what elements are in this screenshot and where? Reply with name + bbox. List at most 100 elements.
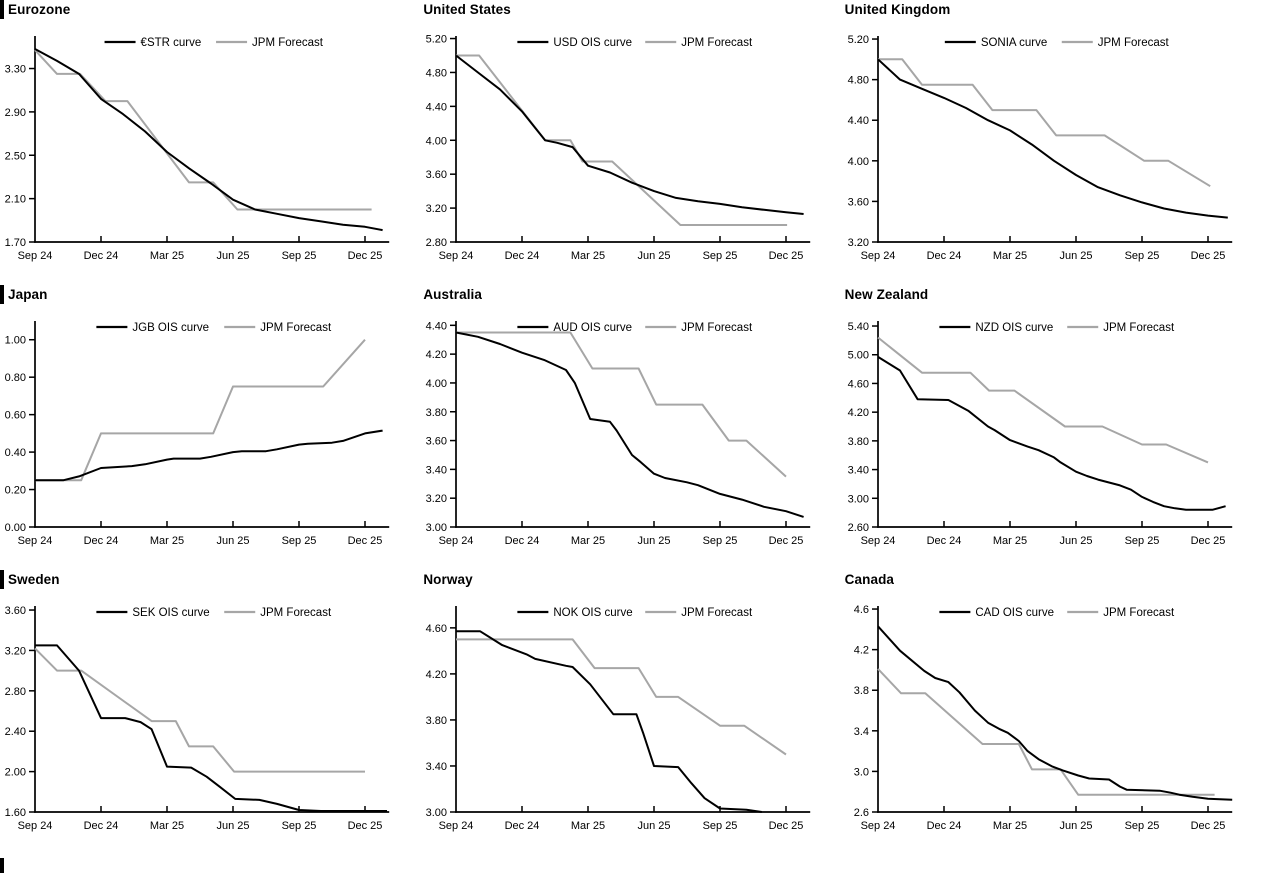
chart-canvas-australia: 3.00 3.20 3.40 3.60 3.80 4.00 4.20 4.40 Sep 24 De… [426,320,811,547]
x-tick-label: Dec 24 [84,820,119,832]
legend-label: JPM Forecast [682,607,754,619]
y-tick-label: 5.20 [847,34,868,46]
y-tick-label: 1.00 [5,335,26,347]
chart-title-row: Japan [0,285,421,307]
y-tick-label: 4.2 [853,645,868,657]
series-line [34,647,365,773]
y-tick-label: 3.20 [426,493,447,505]
x-tick-label: Sep 24 [439,535,474,547]
x-tick-label: Sep 24 [18,250,53,262]
x-tick-label: Jun 25 [1059,820,1092,832]
chart-canvas-canada: 2.6 3.0 3.4 3.8 4.2 4.6 Sep 24 Dec 24 Mar 25 Jun … [853,604,1232,832]
legend-label: CAD OIS curve [975,607,1054,619]
chart-canvas-sweden: 1.60 2.00 2.40 2.80 3.20 3.60 Sep 24 Dec 24 Mar … [5,605,390,832]
x-tick-label: Dec 25 [769,820,804,832]
y-tick-label: 3.30 [5,64,26,76]
y-tick-label: 5.20 [426,34,447,46]
x-tick-label: Mar 25 [571,250,605,262]
legend-label: €STR curve [141,37,202,49]
section-bar [0,0,4,19]
chart-panel-united-states: United States 2.80 3.20 3.60 4.00 4.40 4.80 5.… [421,0,842,285]
x-tick-label: Sep 25 [703,820,738,832]
y-tick-label: 3.60 [5,605,26,617]
y-tick-label: 2.60 [847,522,868,534]
chart-canvas-united-states: 2.80 3.20 3.60 4.00 4.40 4.80 5.20 Sep 24 Dec 24… [426,34,811,262]
y-tick-label: 4.60 [426,623,447,635]
chart-title: Norway [423,572,473,587]
y-tick-label: 2.50 [5,150,26,162]
chart-panel-norway: Norway 3.00 3.40 3.80 4.20 4.60 Sep 24 Dec 24 M… [421,570,842,873]
y-tick-label: 3.00 [426,522,447,534]
chart-title: United States [423,2,511,17]
y-tick-label: 0.60 [5,410,26,422]
y-tick-label: 5.40 [847,321,868,333]
chart-title-row: United States [421,0,842,22]
x-tick-label: Mar 25 [571,820,605,832]
chart-panel-canada: Canada 2.6 3.0 3.4 3.8 4.2 4.6 Sep 24 Dec 24 Mar… [843,570,1264,873]
y-tick-label: 2.6 [853,807,868,819]
chart-title: Australia [423,287,482,302]
legend-label: NOK OIS curve [554,607,633,619]
x-tick-label: Dec 24 [926,820,961,832]
section-bar [0,570,4,589]
legend-label: NZD OIS curve [975,322,1053,334]
legend-label: SEK OIS curve [132,607,209,619]
chart-title: United Kingdom [844,2,951,17]
x-tick-label: Sep 25 [1124,250,1159,262]
chart-panel-new-zealand: New Zealand 2.60 3.00 3.40 3.80 4.20 4.60 5.00… [843,285,1264,570]
y-tick-label: 2.00 [5,767,26,779]
chart-panel-sweden: Sweden 1.60 2.00 2.40 2.80 3.20 3.60 Sep 24 Dec… [0,570,421,873]
y-tick-label: 4.6 [853,604,868,616]
x-tick-label: Jun 25 [216,820,249,832]
legend-label: USD OIS curve [554,37,633,49]
x-tick-label: Dec 25 [348,820,383,832]
y-tick-label: 0.40 [5,447,26,459]
y-tick-label: 3.60 [426,169,447,181]
y-tick-label: 3.60 [426,436,447,448]
x-tick-label: Mar 25 [150,535,184,547]
y-tick-label: 4.00 [426,135,447,147]
chart-title-row: United Kingdom [843,0,1264,22]
y-tick-label: 4.00 [426,378,447,390]
y-tick-label: 0.80 [5,372,26,384]
x-tick-label: Dec 24 [505,250,540,262]
series-line [456,331,805,518]
x-tick-label: Dec 25 [769,535,804,547]
x-tick-label: Sep 25 [282,820,317,832]
x-tick-label: Sep 25 [282,250,317,262]
series-line [34,49,372,211]
chart-panel-australia: Australia 3.00 3.20 3.40 3.60 3.80 4.00 4.20 4.… [421,285,842,570]
legend-label: JPM Forecast [1097,37,1169,49]
x-tick-label: Dec 24 [505,535,540,547]
series-line [877,356,1226,511]
x-tick-label: Sep 24 [18,535,53,547]
legend-label: JPM Forecast [252,37,324,49]
x-tick-label: Dec 24 [926,250,961,262]
chart-title-row: Norway [421,570,842,592]
x-tick-label: Mar 25 [993,820,1027,832]
x-tick-label: Mar 25 [993,250,1027,262]
legend-label: JGB OIS curve [132,322,209,334]
x-tick-label: Sep 24 [860,820,895,832]
x-tick-label: Sep 25 [1124,535,1159,547]
y-tick-label: 3.0 [853,766,868,778]
y-tick-label: 4.20 [426,349,447,361]
x-tick-label: Jun 25 [1059,535,1092,547]
series-line [876,58,1228,219]
x-tick-label: Dec 25 [348,535,383,547]
x-tick-label: Dec 24 [84,535,119,547]
y-tick-label: 3.80 [426,715,447,727]
y-tick-label: 4.40 [847,115,868,127]
y-tick-label: 4.80 [847,75,868,87]
series-line [35,429,383,482]
series-line [34,48,383,232]
legend-label: JPM Forecast [1103,607,1175,619]
x-tick-label: Dec 24 [926,535,961,547]
x-tick-label: Sep 24 [18,820,53,832]
y-tick-label: 3.40 [426,761,447,773]
y-tick-label: 4.60 [847,378,868,390]
chart-title-row: Australia [421,285,842,307]
chart-panel-eurozone: Eurozone 1.70 2.10 2.50 2.90 3.30 Sep 24 Dec 2… [0,0,421,285]
y-tick-label: 4.00 [847,156,868,168]
x-tick-label: Dec 24 [505,820,540,832]
